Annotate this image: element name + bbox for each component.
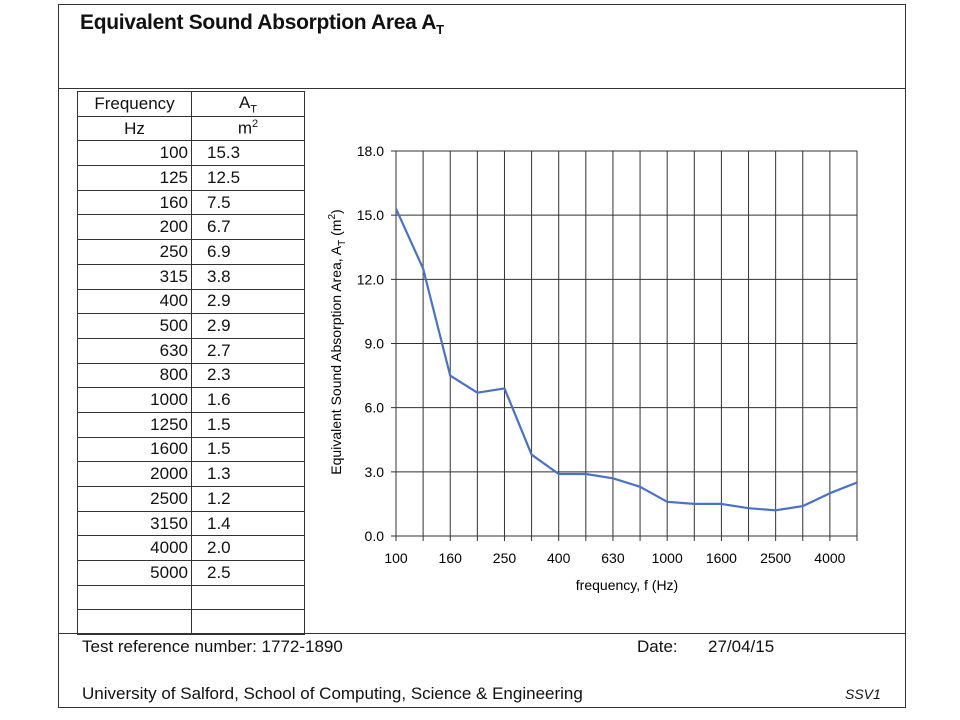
table-row: 160 7.5 (77, 189, 305, 216)
absorption-cell: 7.5 (191, 189, 305, 216)
table-row: 4000 2.0 (77, 535, 305, 562)
table-row: 2000 1.3 (77, 461, 305, 487)
absorption-cell: 2.0 (191, 535, 305, 562)
frequency-cell: 100 (77, 140, 192, 167)
frequency-cell: 400 (77, 288, 192, 315)
institution-name: University of Salford, School of Computi… (82, 684, 583, 703)
column-header-frequency: Frequency (77, 91, 192, 117)
date-label: Date: (637, 637, 678, 656)
frequency-cell: 630 (77, 337, 192, 364)
frequency-cell: 800 (77, 362, 192, 389)
absorption-cell: 2.7 (191, 337, 305, 364)
table-row: 800 2.3 (77, 362, 305, 389)
frequency-cell: 3150 (77, 510, 192, 537)
frequency-cell: 1600 (77, 436, 192, 463)
report-frame (58, 4, 906, 708)
frequency-cell: 4000 (77, 535, 192, 562)
date-value: 27/04/15 (708, 637, 775, 656)
table-empty-row (77, 609, 305, 636)
absorption-cell: 12.5 (191, 165, 305, 191)
table-row: 1250 1.5 (77, 411, 305, 438)
frequency-cell: 2000 (77, 461, 192, 487)
table-row: 400 2.9 (77, 288, 305, 315)
table-row: 630 2.7 (77, 337, 305, 364)
frequency-cell: 2500 (77, 486, 192, 512)
test-reference: Test reference number: 1772-1890 (82, 637, 343, 656)
table-row: 250 6.9 (77, 239, 305, 265)
document-code: SSV1 (845, 686, 881, 702)
frequency-cell: 5000 (77, 560, 192, 586)
frequency-cell: 1250 (77, 411, 192, 438)
frequency-cell: 250 (77, 239, 192, 265)
absorption-cell: 2.5 (191, 560, 305, 586)
divider-bottom (58, 633, 906, 634)
absorption-cell: 1.6 (191, 387, 305, 413)
table-row: 315 3.8 (77, 263, 305, 290)
column-unit-m2: m2 (191, 115, 305, 142)
table-row: 125 12.5 (77, 165, 305, 191)
table-row: 3150 1.4 (77, 510, 305, 537)
absorption-cell: 1.5 (191, 436, 305, 463)
frequency-cell: 315 (77, 263, 192, 290)
absorption-cell: 2.3 (191, 362, 305, 389)
table-unit-row: Hz m2 (77, 115, 305, 142)
table-row: 1600 1.5 (77, 436, 305, 463)
frequency-table: Frequency AT Hz m2 100 15.3 125 12.5 160 7.5 2… (77, 91, 305, 636)
divider-top (58, 88, 906, 89)
absorption-cell: 15.3 (191, 140, 305, 167)
table-row: 100 15.3 (77, 140, 305, 167)
frequency-cell: 160 (77, 189, 192, 216)
column-header-at: AT (191, 91, 305, 117)
table-row: 200 6.7 (77, 214, 305, 241)
table-row: 1000 1.6 (77, 387, 305, 413)
page-title: Equivalent Sound Absorption Area AT (80, 11, 444, 38)
column-unit-hz: Hz (77, 115, 192, 142)
frequency-cell: 500 (77, 313, 192, 339)
table-row: 500 2.9 (77, 313, 305, 339)
table-row: 5000 2.5 (77, 560, 305, 586)
table-header-row: Frequency AT (77, 91, 305, 117)
table-empty-row (77, 584, 305, 611)
absorption-cell: 6.9 (191, 239, 305, 265)
frequency-cell: 125 (77, 165, 192, 191)
absorption-cell: 2.9 (191, 288, 305, 315)
absorption-cell: 1.2 (191, 486, 305, 512)
absorption-cell: 6.7 (191, 214, 305, 241)
frequency-cell: 200 (77, 214, 192, 241)
frequency-cell: 1000 (77, 387, 192, 413)
absorption-cell: 1.5 (191, 411, 305, 438)
table-row: 2500 1.2 (77, 486, 305, 512)
absorption-cell: 1.3 (191, 461, 305, 487)
absorption-cell: 2.9 (191, 313, 305, 339)
absorption-cell: 3.8 (191, 263, 305, 290)
absorption-cell: 1.4 (191, 510, 305, 537)
